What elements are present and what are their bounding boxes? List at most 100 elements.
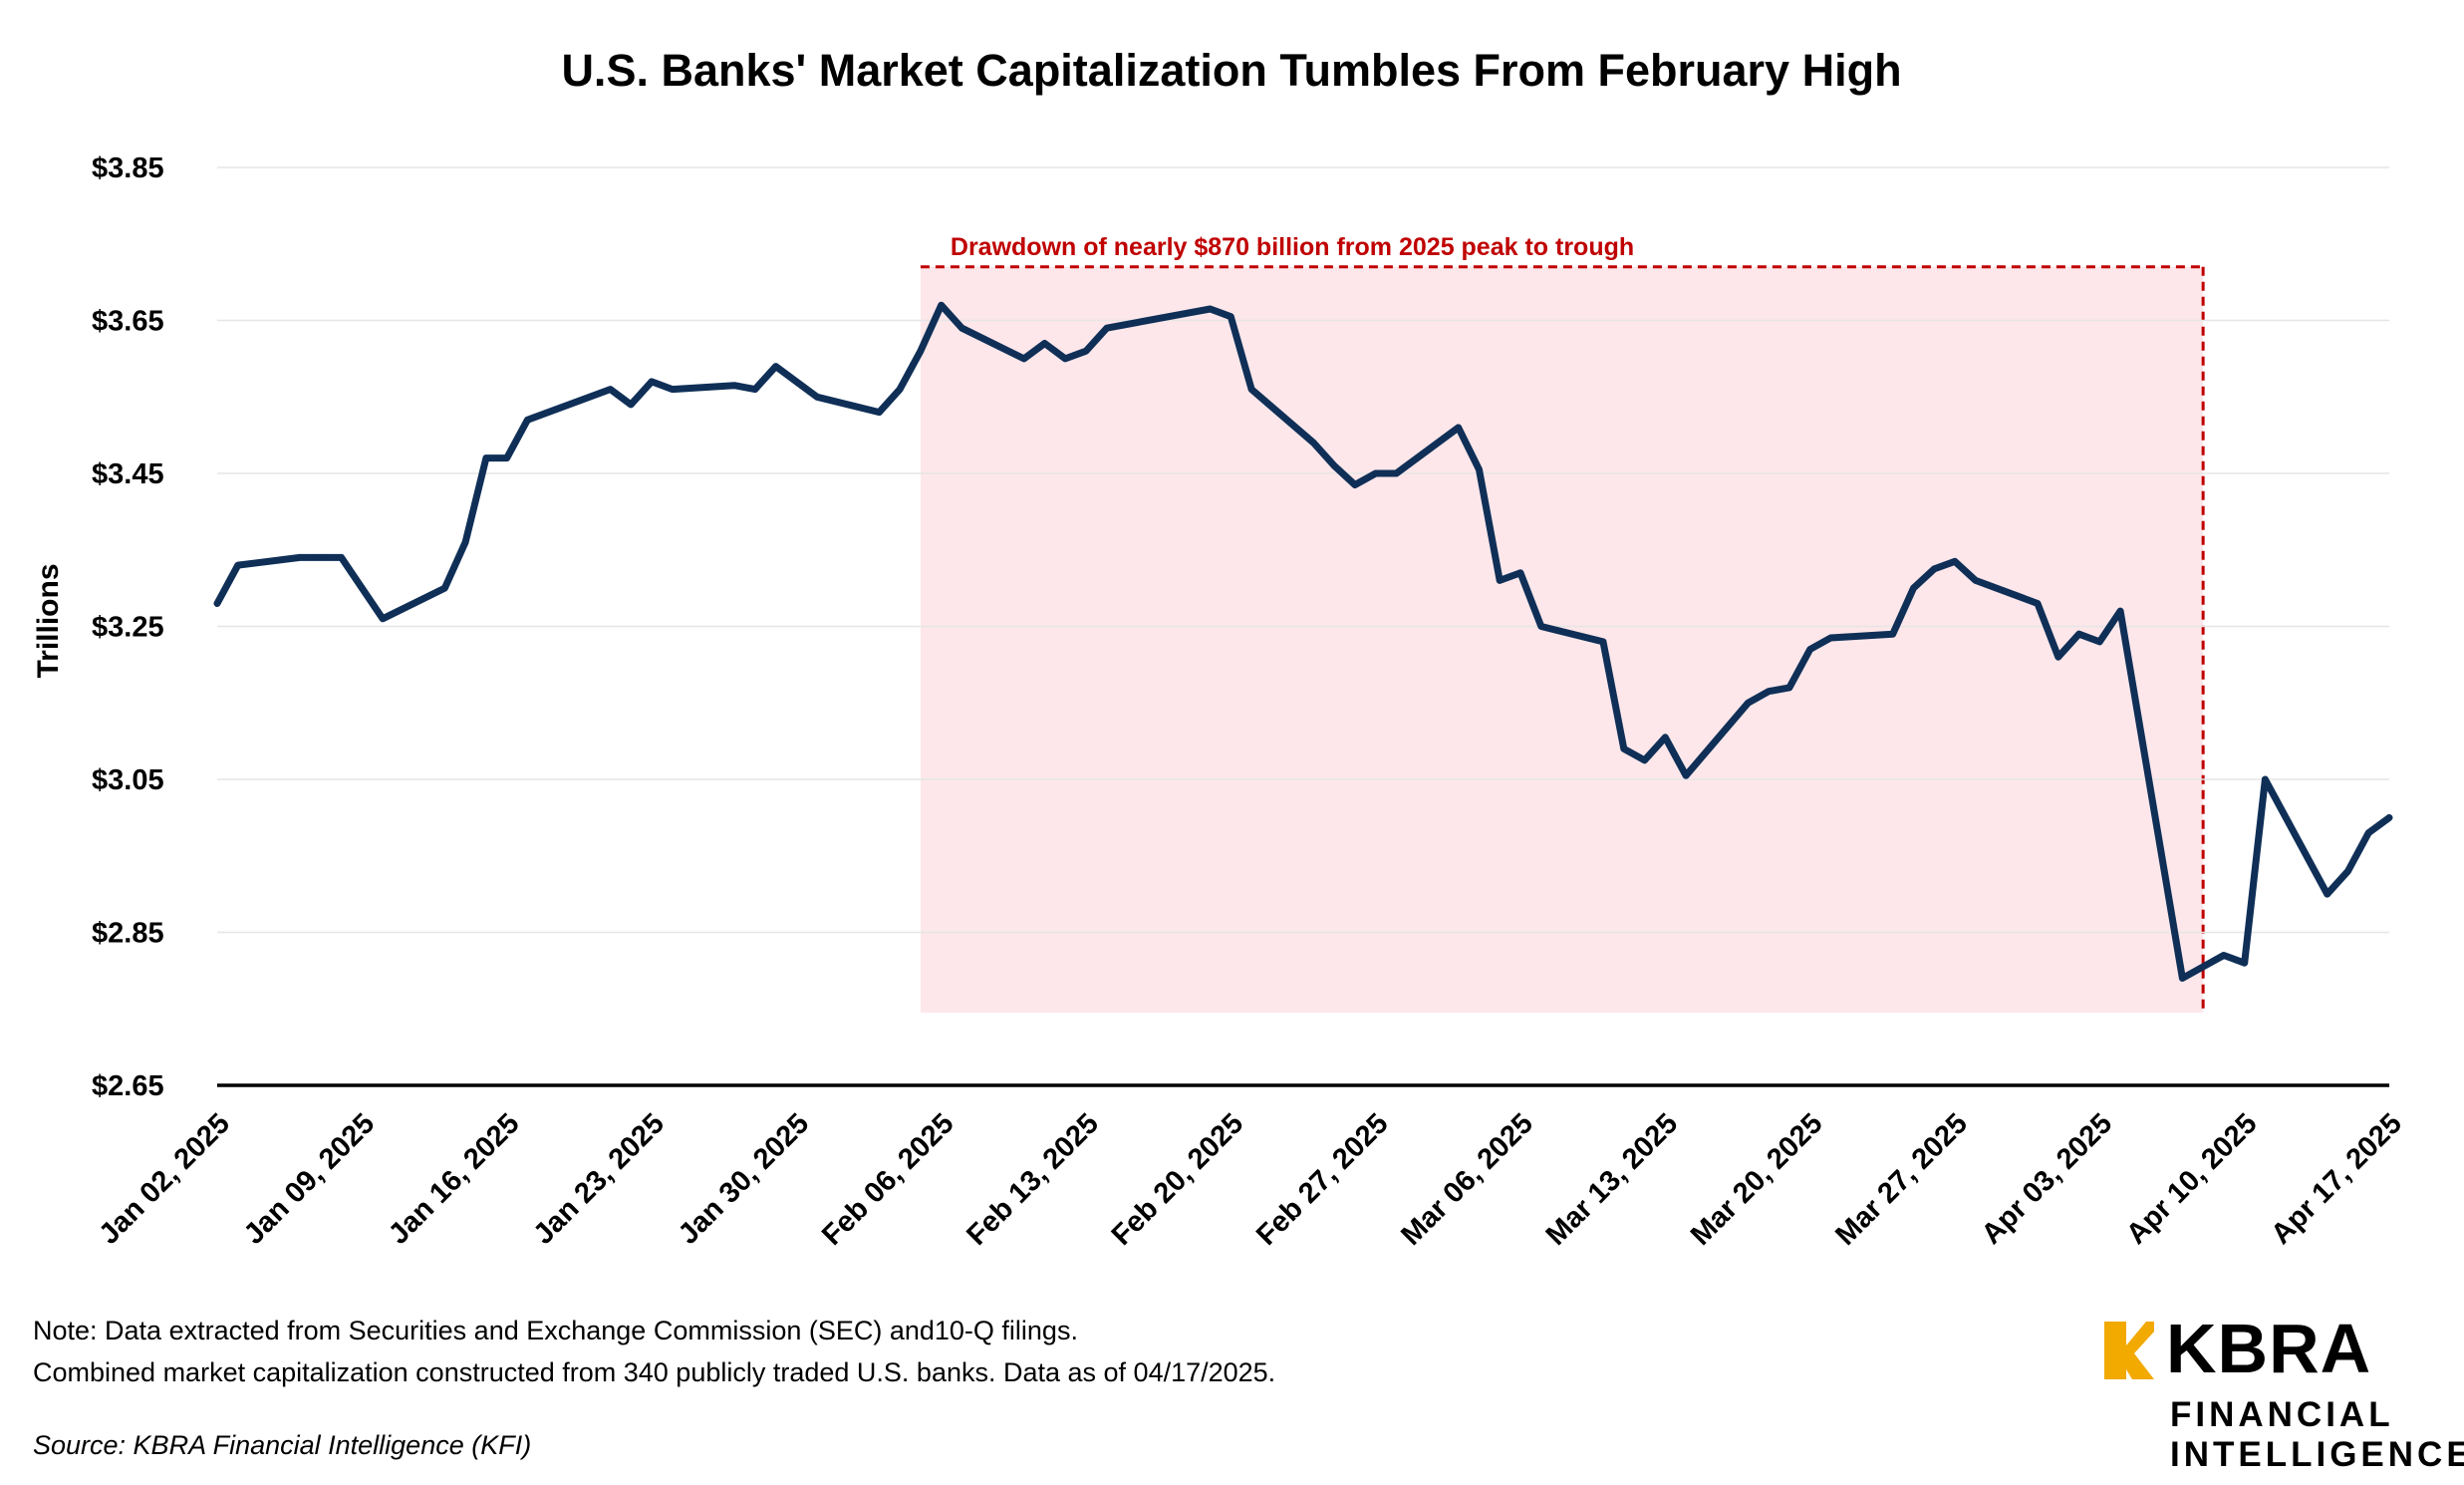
data-point — [2386, 814, 2392, 821]
data-point — [876, 409, 883, 416]
data-point — [938, 302, 945, 309]
x-tick-label: Apr 10, 2025 — [2120, 1107, 2263, 1250]
data-point — [1351, 481, 1358, 488]
x-tick-label: Jan 02, 2025 — [93, 1107, 235, 1250]
data-point — [503, 454, 510, 461]
data-point — [1537, 623, 1544, 630]
data-point — [234, 562, 241, 569]
kbra-k-mark-icon — [2104, 1322, 2154, 1379]
data-point — [731, 382, 738, 389]
x-tick-label: Jan 30, 2025 — [673, 1107, 815, 1250]
data-point — [1476, 466, 1483, 473]
data-point — [1186, 309, 1193, 316]
x-tick-label: Apr 03, 2025 — [1976, 1107, 2118, 1250]
logo-line-2: INTELLIGENCE — [2170, 1435, 2464, 1474]
data-point — [751, 386, 758, 393]
data-point — [1785, 684, 1792, 691]
data-point — [628, 401, 635, 408]
data-point — [1806, 646, 1813, 653]
gridlines — [217, 166, 2389, 934]
data-point — [1952, 558, 1958, 565]
data-point — [441, 585, 448, 592]
x-tick-label: Apr 17, 2025 — [2265, 1107, 2407, 1250]
x-tick-label: Feb 06, 2025 — [816, 1107, 960, 1252]
data-point — [1062, 355, 1069, 362]
data-point — [2200, 964, 2207, 971]
data-point — [1455, 424, 1462, 431]
data-point — [2179, 975, 2186, 982]
data-point — [1600, 638, 1607, 645]
data-point — [462, 539, 469, 546]
data-point — [2241, 960, 2248, 967]
data-point — [2220, 952, 2227, 959]
data-point — [1745, 700, 1752, 707]
data-point — [2344, 868, 2351, 875]
data-point — [669, 386, 676, 393]
data-point — [1620, 745, 1627, 752]
x-tick-label: Feb 27, 2025 — [1250, 1107, 1395, 1252]
data-point — [380, 615, 387, 622]
data-point — [317, 554, 324, 561]
x-tick-label: Jan 09, 2025 — [238, 1107, 381, 1250]
y-tick-label: $3.05 — [92, 764, 164, 796]
data-point — [917, 348, 924, 355]
data-point — [2075, 631, 2082, 638]
data-point — [1662, 734, 1669, 741]
data-point — [897, 386, 904, 393]
footnote-line-1: Note: Data extracted from Securities and… — [33, 1316, 1078, 1345]
data-point — [2054, 654, 2061, 661]
data-point — [524, 417, 531, 424]
drawdown-shading — [920, 266, 2204, 1014]
data-point — [1972, 577, 1979, 584]
annotation-layer: Drawdown of nearly $870 billion from 202… — [920, 233, 2205, 1014]
data-point — [1372, 470, 1379, 476]
data-point — [1310, 440, 1317, 446]
logo-wordmark: KBRA — [2166, 1310, 2372, 1387]
data-point — [1931, 565, 1938, 572]
data-point — [1331, 462, 1338, 469]
x-tick-label: Feb 20, 2025 — [1106, 1107, 1250, 1252]
data-point — [1020, 355, 1027, 362]
y-tick-label: $2.85 — [92, 918, 164, 950]
data-point — [2035, 600, 2042, 607]
series-layer — [213, 301, 2393, 982]
kbra-logo: KBRA FINANCIAL INTELLIGENCE — [2100, 1310, 2464, 1478]
data-point — [2096, 638, 2103, 645]
y-tick-label: $3.85 — [92, 152, 164, 184]
footnote-line-2: Combined market capitalization construct… — [33, 1357, 1276, 1387]
x-tick-label: Jan 16, 2025 — [383, 1107, 525, 1250]
data-point — [1766, 688, 1773, 695]
logo-line-1: FINANCIAL — [2170, 1395, 2394, 1434]
data-point — [1393, 470, 1400, 476]
x-tick-label: Mar 27, 2025 — [1829, 1107, 1974, 1252]
drawdown-annotation-text: Drawdown of nearly $870 billion from 202… — [951, 233, 1634, 261]
data-point — [649, 378, 655, 385]
x-tick-label: Mar 06, 2025 — [1395, 1107, 1539, 1252]
data-point — [2324, 891, 2330, 898]
source-note: Source: KBRA Financial Intelligence (KFI… — [33, 1430, 532, 1460]
data-point — [1497, 577, 1504, 584]
y-tick-label: $2.65 — [92, 1070, 164, 1102]
data-point — [338, 554, 345, 561]
x-tick-label: Mar 20, 2025 — [1685, 1107, 1829, 1252]
data-point — [1910, 585, 1917, 592]
data-point — [1889, 631, 1896, 638]
data-point — [1207, 305, 1214, 312]
data-point — [1517, 569, 1523, 576]
data-point — [1041, 340, 1048, 347]
x-tick-label: Jan 23, 2025 — [527, 1107, 670, 1250]
data-point — [1228, 313, 1234, 320]
y-tick-label: $3.45 — [92, 458, 164, 490]
data-point — [607, 386, 614, 393]
data-point — [1248, 386, 1255, 393]
data-point — [2262, 776, 2269, 782]
data-point — [1103, 325, 1110, 332]
data-point — [772, 363, 779, 370]
x-tick-label: Feb 13, 2025 — [960, 1107, 1105, 1252]
chart-title: U.S. Banks' Market Capitalization Tumble… — [561, 45, 1901, 96]
data-point — [793, 378, 800, 385]
data-point — [1683, 772, 1690, 779]
data-point — [2117, 608, 2124, 615]
data-point — [2365, 829, 2372, 836]
